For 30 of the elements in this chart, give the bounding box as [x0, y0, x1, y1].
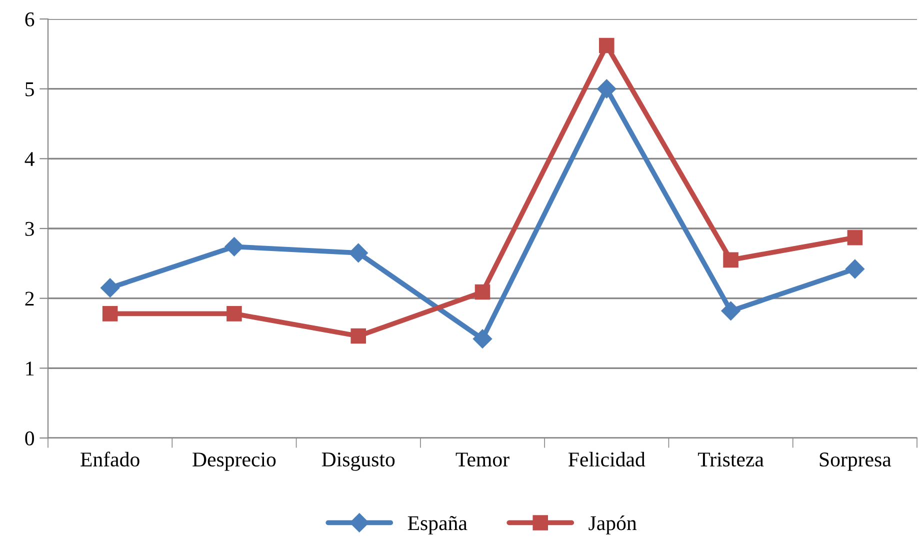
point	[847, 230, 863, 246]
point	[472, 329, 492, 348]
x-tick-label: Disgusto	[322, 452, 395, 471]
y-tick-label: 4	[24, 152, 34, 166]
point	[224, 237, 244, 256]
legend-label: España	[408, 516, 468, 534]
legend-label: Japón	[588, 516, 637, 534]
point	[599, 38, 614, 54]
y-tick-label: 2	[25, 292, 34, 306]
point	[845, 259, 864, 279]
y-tick-label: 6	[25, 12, 34, 26]
point	[102, 306, 118, 322]
point	[348, 243, 368, 262]
y-tick-label: 3	[25, 222, 34, 236]
point	[226, 306, 242, 322]
point	[597, 79, 616, 98]
x-tick-label: Enfado	[80, 452, 140, 467]
point	[721, 301, 740, 320]
point	[474, 284, 490, 300]
x-tick-label: Desprecio	[192, 452, 276, 471]
point	[723, 252, 738, 268]
x-tick-label: Felicidad	[568, 452, 646, 467]
y-tick-label: 5	[26, 82, 34, 96]
x-tick-label: Sorpresa	[820, 452, 892, 471]
y-tick-label: 0	[25, 431, 34, 446]
point	[350, 328, 366, 344]
x-tick-label: Tristeza	[698, 452, 764, 467]
point	[100, 278, 120, 298]
x-tick-label: Temor	[456, 452, 510, 467]
y-tick-label: 1	[26, 362, 34, 376]
